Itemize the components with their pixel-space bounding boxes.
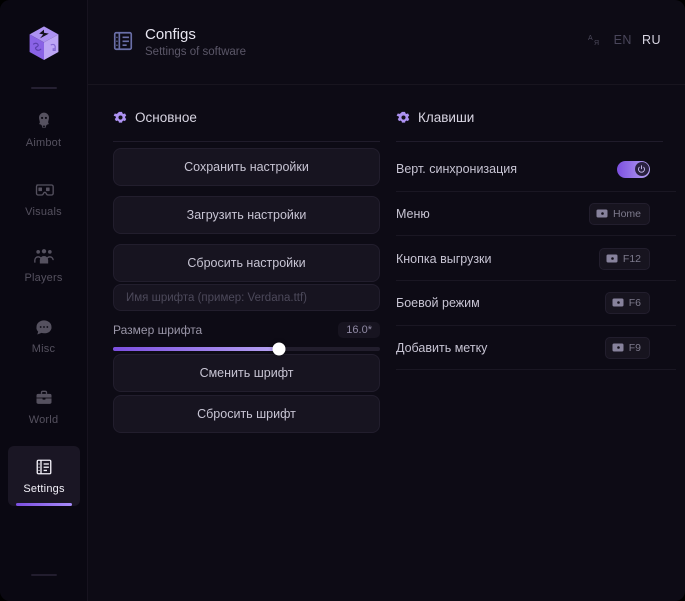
svg-text:A: A: [588, 35, 593, 42]
svg-text:Я: Я: [594, 40, 599, 47]
